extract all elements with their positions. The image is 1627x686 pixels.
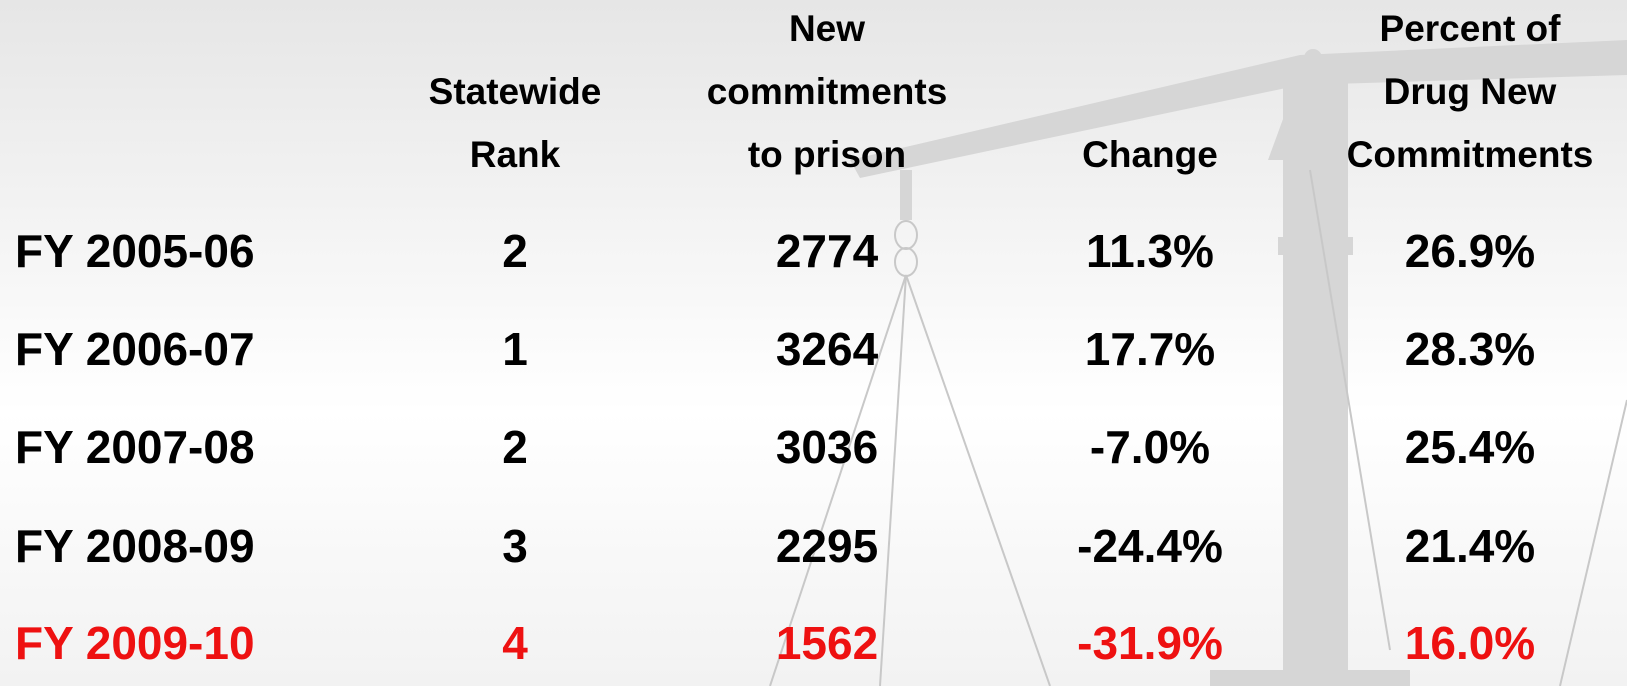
column-header: Commitments [1347, 134, 1594, 175]
table-cell: 17.7% [1085, 323, 1215, 375]
table-cell: 16.0% [1405, 617, 1535, 669]
table-cell: 4 [502, 617, 528, 669]
column-header: commitments [707, 71, 948, 112]
row-label: FY 2008-09 [15, 520, 255, 572]
table-cell: 2 [502, 225, 528, 277]
table-cell: 25.4% [1405, 421, 1535, 473]
table-cell: 2 [502, 421, 528, 473]
column-header: New [789, 8, 865, 49]
table-cell: -24.4% [1077, 520, 1223, 572]
column-header: Change [1082, 134, 1218, 175]
scales-strings [769, 169, 1627, 686]
scales-decoration [850, 40, 1627, 686]
row-label: FY 2007-08 [15, 421, 255, 473]
column-header: Statewide [429, 71, 602, 112]
table-cell: 1 [502, 323, 528, 375]
table-cell: 26.9% [1405, 225, 1535, 277]
table-cell: 11.3% [1086, 225, 1214, 277]
table-cell: 21.4% [1405, 520, 1535, 572]
column-header: Percent of [1380, 8, 1562, 49]
table-cell: 2774 [776, 225, 879, 277]
table-cell: 1562 [776, 617, 878, 669]
column-header: to prison [748, 134, 906, 175]
table-cell: 28.3% [1405, 323, 1535, 375]
column-header: Drug New [1384, 71, 1557, 112]
table-cell: 3264 [776, 323, 879, 375]
row-label: FY 2006-07 [15, 323, 255, 375]
table-cell: -7.0% [1090, 421, 1210, 473]
row-label: FY 2009-10 [15, 617, 255, 669]
row-label: FY 2005-06 [15, 225, 255, 277]
column-header: Rank [470, 134, 561, 175]
table-cell: 3 [502, 520, 528, 572]
table-cell: -31.9% [1077, 617, 1223, 669]
table-cell: 3036 [776, 421, 878, 473]
table-cell: 2295 [776, 520, 878, 572]
